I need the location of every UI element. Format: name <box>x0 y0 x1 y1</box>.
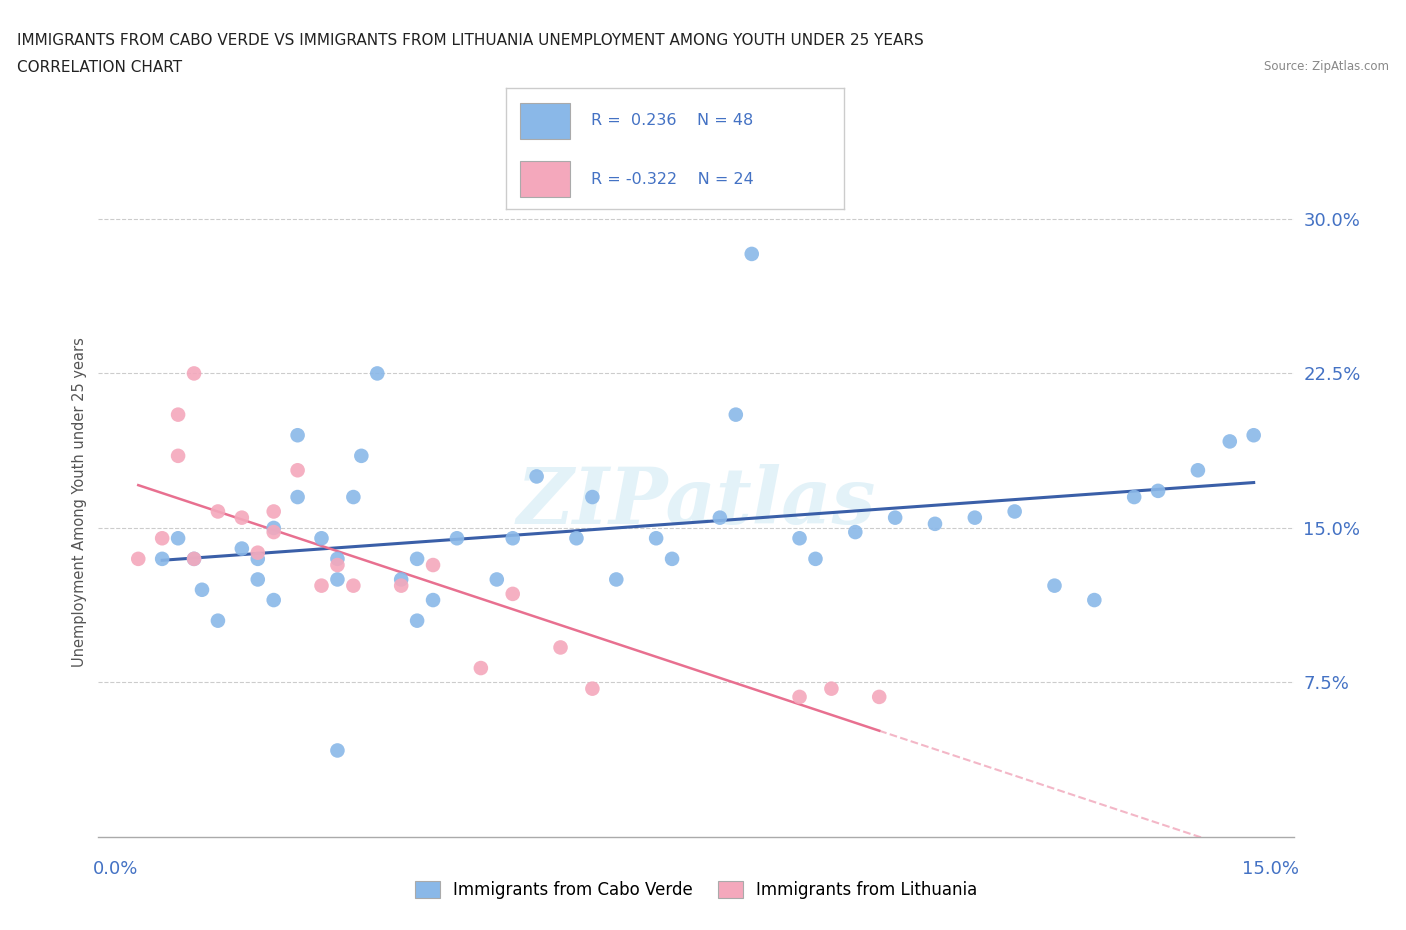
Point <box>741 246 763 261</box>
Text: 15.0%: 15.0% <box>1243 860 1299 879</box>
Point <box>231 541 253 556</box>
Point <box>581 489 603 504</box>
Point <box>1243 428 1265 443</box>
Point <box>868 689 890 704</box>
Point <box>326 572 349 587</box>
Point <box>287 428 309 443</box>
Text: ZIPatlas: ZIPatlas <box>516 464 876 540</box>
Text: CORRELATION CHART: CORRELATION CHART <box>17 60 181 75</box>
Text: IMMIGRANTS FROM CABO VERDE VS IMMIGRANTS FROM LITHUANIA UNEMPLOYMENT AMONG YOUTH: IMMIGRANTS FROM CABO VERDE VS IMMIGRANTS… <box>17 33 924 47</box>
Point <box>1043 578 1066 593</box>
Point <box>422 558 444 573</box>
Point <box>350 448 373 463</box>
Point <box>1187 463 1209 478</box>
Point <box>326 558 349 573</box>
Point <box>342 489 364 504</box>
Point <box>326 743 349 758</box>
Point <box>127 551 149 566</box>
Point <box>207 613 229 628</box>
Point <box>231 511 253 525</box>
Point <box>581 681 603 696</box>
Text: Source: ZipAtlas.com: Source: ZipAtlas.com <box>1264 60 1389 73</box>
Point <box>406 551 429 566</box>
Point <box>724 407 747 422</box>
Point <box>884 511 907 525</box>
Text: R =  0.236    N = 48: R = 0.236 N = 48 <box>591 113 752 128</box>
Point <box>526 469 548 484</box>
Point <box>183 551 205 566</box>
Point <box>150 551 173 566</box>
Text: R = -0.322    N = 24: R = -0.322 N = 24 <box>591 171 754 187</box>
Point <box>207 504 229 519</box>
Point <box>820 681 842 696</box>
Point <box>502 531 524 546</box>
Point <box>1219 434 1241 449</box>
Point <box>287 489 309 504</box>
Point <box>263 592 285 607</box>
Point <box>1123 489 1146 504</box>
Point <box>446 531 468 546</box>
Point <box>311 531 333 546</box>
FancyBboxPatch shape <box>520 161 571 197</box>
Point <box>1083 592 1105 607</box>
Point <box>789 689 811 704</box>
Point <box>263 525 285 539</box>
Point <box>167 531 190 546</box>
Point <box>605 572 627 587</box>
Point <box>191 582 214 597</box>
Point <box>183 551 205 566</box>
Point <box>389 572 412 587</box>
Point <box>645 531 668 546</box>
Point <box>366 366 388 381</box>
Point <box>150 531 173 546</box>
Point <box>246 545 269 560</box>
Point <box>804 551 827 566</box>
Point <box>502 587 524 602</box>
FancyBboxPatch shape <box>520 103 571 140</box>
Text: 0.0%: 0.0% <box>93 860 138 879</box>
Y-axis label: Unemployment Among Youth under 25 years: Unemployment Among Youth under 25 years <box>72 338 87 667</box>
Point <box>263 521 285 536</box>
Point <box>565 531 588 546</box>
Point <box>963 511 986 525</box>
Point <box>183 366 205 381</box>
Point <box>470 660 492 675</box>
Point <box>311 578 333 593</box>
Point <box>326 551 349 566</box>
Point <box>342 578 364 593</box>
Point <box>389 578 412 593</box>
Point <box>246 551 269 566</box>
Point <box>1147 484 1170 498</box>
Point <box>263 504 285 519</box>
Point <box>789 531 811 546</box>
Point <box>246 572 269 587</box>
Point <box>422 592 444 607</box>
Point <box>167 407 190 422</box>
Legend: Immigrants from Cabo Verde, Immigrants from Lithuania: Immigrants from Cabo Verde, Immigrants f… <box>408 874 984 906</box>
Point <box>924 516 946 531</box>
Point <box>167 448 190 463</box>
Point <box>485 572 508 587</box>
Point <box>661 551 683 566</box>
Point <box>287 463 309 478</box>
Point <box>709 511 731 525</box>
Point <box>1004 504 1026 519</box>
Point <box>406 613 429 628</box>
Point <box>844 525 866 539</box>
Point <box>550 640 572 655</box>
